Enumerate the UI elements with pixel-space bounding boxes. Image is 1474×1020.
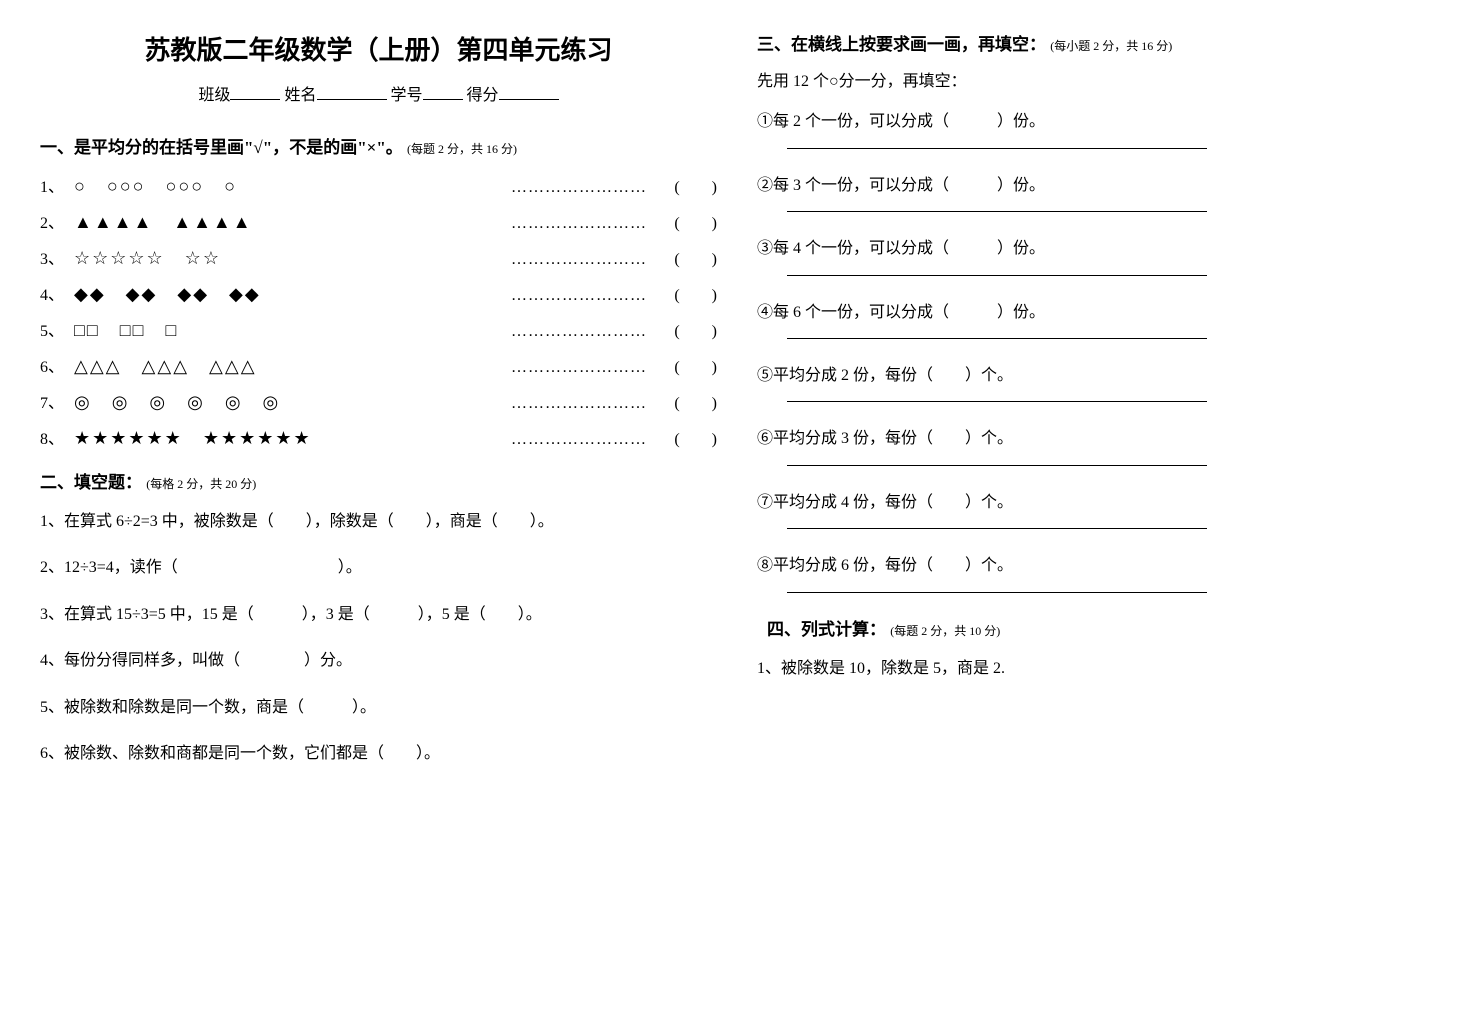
sec1-item: 8、 ★★★★★★ ★★★★★★ …………………… ( ) <box>40 424 717 450</box>
sec3-item: ⑤平均分成 2 份，每份（ ）个。 <box>757 361 1434 391</box>
item-dots: …………………… <box>340 251 651 269</box>
class-blank <box>230 84 280 100</box>
answer-line <box>787 275 1207 276</box>
sec3-heading: 三、在横线上按要求画一画，再填空： (每小题 2 分，共 16 分) <box>757 30 1434 55</box>
item-shapes: ○ ○○○ ○○○ ○ <box>74 172 334 198</box>
sec1-item: 3、 ☆☆☆☆☆ ☆☆ …………………… ( ) <box>40 244 717 270</box>
item-num: 1、 <box>40 173 68 197</box>
score-blank <box>499 84 559 100</box>
item-paren: ( ) <box>657 389 717 413</box>
sec1-heading: 一、是平均分的在括号里画"√"，不是的画"×"。 (每题 2 分，共 16 分) <box>40 133 717 158</box>
sec2-line: 3、在算式 15÷3=5 中，15 是（ ），3 是（ ），5 是（ ）。 <box>40 600 717 630</box>
sec3-item: ⑧平均分成 6 份，每份（ ）个。 <box>757 551 1434 581</box>
main-title: 苏教版二年级数学（上册）第四单元练习 <box>40 30 717 67</box>
item-dots: …………………… <box>340 323 651 341</box>
sec2-head-main: 二、填空题： <box>40 473 142 492</box>
name-label: 姓名 <box>284 87 316 104</box>
num-label: 学号 <box>391 87 423 104</box>
header-line: 班级 姓名 学号 得分 <box>40 81 717 105</box>
sec3-item: ⑥平均分成 3 份，每份（ ）个。 <box>757 424 1434 454</box>
sec3-intro: 先用 12 个○分一分，再填空： <box>757 67 1434 97</box>
item-paren: ( ) <box>657 209 717 233</box>
item-paren: ( ) <box>657 281 717 305</box>
sec3-head-main: 三、在横线上按要求画一画，再填空： <box>757 35 1046 54</box>
sec2-line: 4、每份分得同样多，叫做（ ）分。 <box>40 646 717 676</box>
sec2-line: 1、在算式 6÷2=3 中，被除数是（ ），除数是（ ），商是（ ）。 <box>40 507 717 537</box>
name-blank <box>317 84 387 100</box>
sec1-item: 2、 ▲▲▲▲ ▲▲▲▲ …………………… ( ) <box>40 208 717 234</box>
sec3-item: ②每 3 个一份，可以分成（ ）份。 <box>757 171 1434 201</box>
answer-line <box>787 528 1207 529</box>
item-paren: ( ) <box>657 425 717 449</box>
sec1-item: 5、 □□ □□ □ …………………… ( ) <box>40 316 717 342</box>
right-column: 三、在横线上按要求画一画，再填空： (每小题 2 分，共 16 分) 先用 12… <box>757 30 1434 785</box>
item-num: 3、 <box>40 245 68 269</box>
sec2-heading: 二、填空题： (每格 2 分，共 20 分) <box>40 468 717 493</box>
item-num: 4、 <box>40 281 68 305</box>
num-blank <box>423 84 463 100</box>
item-dots: …………………… <box>340 359 651 377</box>
sec1-head-note: (每题 2 分，共 16 分) <box>407 142 517 156</box>
sec1-item: 1、 ○ ○○○ ○○○ ○ …………………… ( ) <box>40 172 717 198</box>
item-dots: …………………… <box>340 287 651 305</box>
item-shapes: □□ □□ □ <box>74 316 334 342</box>
item-paren: ( ) <box>657 173 717 197</box>
sec3-item: ⑦平均分成 4 份，每份（ ）个。 <box>757 488 1434 518</box>
sec2-head-note: (每格 2 分，共 20 分) <box>146 477 256 491</box>
sec1-head-main: 一、是平均分的在括号里画"√"，不是的画"×"。 <box>40 138 403 157</box>
item-shapes: ☆☆☆☆☆ ☆☆ <box>74 244 334 270</box>
sec4-line: 1、被除数是 10，除数是 5，商是 2. <box>757 654 1434 684</box>
sec3-item: ①每 2 个一份，可以分成（ ）份。 <box>757 107 1434 137</box>
score-label: 得分 <box>467 87 499 104</box>
answer-line <box>787 211 1207 212</box>
item-paren: ( ) <box>657 353 717 377</box>
item-shapes: △△△ △△△ △△△ <box>74 352 334 378</box>
sec2-line: 6、被除数、除数和商都是同一个数，它们都是（ ）。 <box>40 739 717 769</box>
item-dots: …………………… <box>340 395 651 413</box>
item-shapes: ★★★★★★ ★★★★★★ <box>74 424 334 450</box>
sec4-head-main: 四、列式计算： <box>767 620 886 639</box>
sec1-item: 6、 △△△ △△△ △△△ …………………… ( ) <box>40 352 717 378</box>
item-dots: …………………… <box>340 215 651 233</box>
item-num: 7、 <box>40 389 68 413</box>
answer-line <box>787 465 1207 466</box>
sec2-line: 5、被除数和除数是同一个数，商是（ ）。 <box>40 693 717 723</box>
item-num: 6、 <box>40 353 68 377</box>
item-shapes: ▲▲▲▲ ▲▲▲▲ <box>74 208 334 234</box>
item-dots: …………………… <box>340 179 651 197</box>
item-num: 2、 <box>40 209 68 233</box>
sec3-head-note: (每小题 2 分，共 16 分) <box>1050 39 1172 53</box>
item-num: 5、 <box>40 317 68 341</box>
item-dots: …………………… <box>340 431 651 449</box>
item-shapes: ◎ ◎ ◎ ◎ ◎ ◎ <box>74 388 334 414</box>
sec1-item: 7、 ◎ ◎ ◎ ◎ ◎ ◎ …………………… ( ) <box>40 388 717 414</box>
sec4-head-note: (每题 2 分，共 10 分) <box>890 624 1000 638</box>
sec2-line: 2、12÷3=4，读作（ ）。 <box>40 553 717 583</box>
answer-line <box>787 592 1207 593</box>
sec3-item: ④每 6 个一份，可以分成（ ）份。 <box>757 298 1434 328</box>
sec3-item: ③每 4 个一份，可以分成（ ）份。 <box>757 234 1434 264</box>
item-paren: ( ) <box>657 317 717 341</box>
answer-line <box>787 338 1207 339</box>
answer-line <box>787 401 1207 402</box>
answer-line <box>787 148 1207 149</box>
class-label: 班级 <box>198 87 230 104</box>
item-num: 8、 <box>40 425 68 449</box>
item-shapes: ◆◆ ◆◆ ◆◆ ◆◆ <box>74 280 334 306</box>
sec4-heading: 四、列式计算： (每题 2 分，共 10 分) <box>767 615 1434 640</box>
sec1-item: 4、 ◆◆ ◆◆ ◆◆ ◆◆ …………………… ( ) <box>40 280 717 306</box>
left-column: 苏教版二年级数学（上册）第四单元练习 班级 姓名 学号 得分 一、是平均分的在括… <box>40 30 717 785</box>
item-paren: ( ) <box>657 245 717 269</box>
